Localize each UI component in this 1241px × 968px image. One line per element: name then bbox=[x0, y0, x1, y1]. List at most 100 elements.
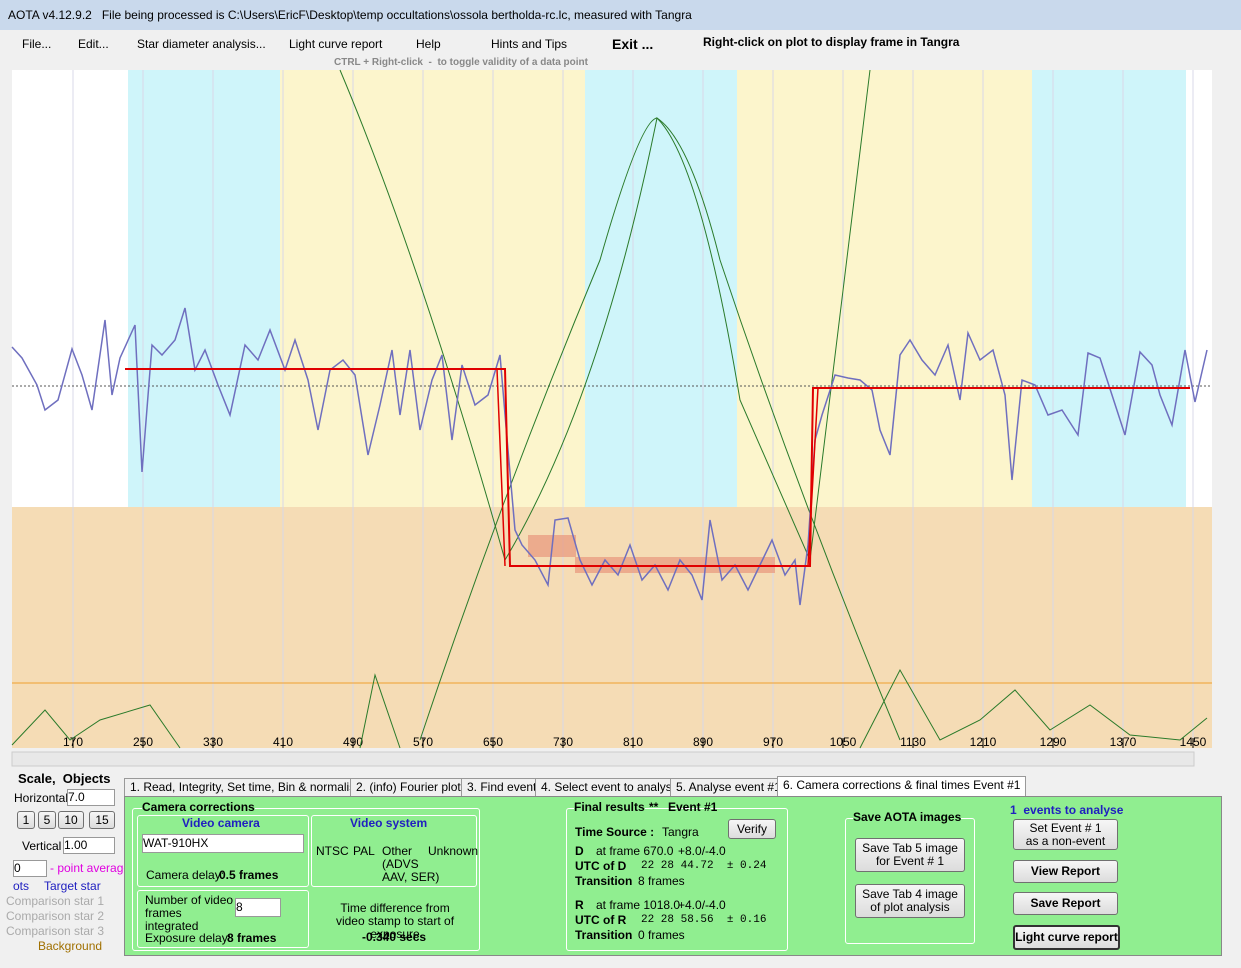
group-title: Save AOTA images bbox=[853, 810, 962, 824]
x-tick-label: 650 bbox=[483, 735, 503, 749]
green-curve bbox=[339, 69, 871, 562]
band bbox=[280, 70, 585, 507]
object[interactable]: Comparison star 1 bbox=[6, 894, 105, 908]
group bbox=[311, 815, 477, 887]
radio[interactable]: Other bbox=[382, 844, 413, 858]
radio[interactable]: Unknown bbox=[428, 844, 479, 858]
x-tick-label: 1450 bbox=[1180, 735, 1207, 749]
horizontal-input[interactable]: 7.0 bbox=[67, 789, 115, 806]
value: +4.0/-4.0 bbox=[678, 898, 726, 912]
x-tick-label: 1370 bbox=[1110, 735, 1137, 749]
plot[interactable]: 170 250 330 410 490 570 650 730 810 890 970 1050 113… bbox=[0, 0, 1241, 770]
label: - point average bbox=[50, 861, 131, 875]
scale-button[interactable]: 15 bbox=[89, 811, 115, 829]
value: at frame 670.0 bbox=[596, 844, 674, 858]
group bbox=[137, 815, 309, 887]
value: 22 28 58.56 ± 0.16 bbox=[641, 914, 767, 926]
value: 0.5 frames bbox=[219, 868, 279, 882]
label: Transition bbox=[575, 874, 633, 888]
tab[interactable]: 6. Camera corrections & final times Even… bbox=[777, 776, 1027, 798]
group bbox=[845, 818, 975, 944]
object[interactable]: Background bbox=[38, 939, 103, 953]
subhint: CTRL + Right-click - to toggle validity … bbox=[334, 57, 588, 68]
x-tick-label: 410 bbox=[273, 735, 293, 749]
tab[interactable]: 5. Analyse event #1 bbox=[670, 778, 787, 797]
radio[interactable]: PAL bbox=[353, 844, 375, 858]
tab[interactable]: 2. (info) Fourier plot bbox=[350, 778, 467, 797]
label: Transition bbox=[575, 928, 633, 942]
x-tick-label: 1130 bbox=[900, 735, 926, 749]
value: 0 frames bbox=[638, 928, 685, 942]
x-tick-label: 890 bbox=[693, 735, 713, 749]
value: 8 frames bbox=[638, 874, 685, 888]
group bbox=[132, 808, 480, 951]
group bbox=[566, 808, 788, 951]
radio[interactable]: NTSC bbox=[316, 844, 349, 858]
model-fit bbox=[496, 368, 819, 567]
label: ots bbox=[13, 879, 30, 893]
vertical-input[interactable]: 1.00 bbox=[63, 837, 115, 854]
object[interactable]: Comparison star 2 bbox=[6, 909, 105, 923]
band bbox=[12, 507, 1212, 748]
x-tick-label: 730 bbox=[553, 735, 573, 749]
scale-heading: Scale, Objects bbox=[18, 771, 111, 786]
x-tick-label: 970 bbox=[763, 735, 783, 749]
label: Camera delay: bbox=[146, 868, 225, 882]
label: Event #1 bbox=[668, 800, 718, 814]
camera-select[interactable]: WAT-910HX bbox=[142, 834, 304, 853]
scale-button[interactable]: 10 bbox=[58, 811, 84, 829]
button[interactable]: Light curve report bbox=[1013, 925, 1120, 950]
label: Video camera bbox=[182, 816, 260, 830]
light-curve bbox=[11, 307, 1208, 606]
menu-item[interactable]: Edit... bbox=[78, 37, 109, 51]
menu-item[interactable]: Exit ... bbox=[612, 36, 654, 52]
menu-item[interactable]: Hints and Tips bbox=[491, 37, 568, 51]
x-tick-label: 1210 bbox=[970, 735, 997, 749]
object[interactable]: Target star bbox=[44, 879, 101, 893]
label: Time difference from video stamp to star… bbox=[335, 901, 455, 941]
x-tick-label: 330 bbox=[203, 735, 223, 749]
scale-button[interactable]: 5 bbox=[38, 811, 56, 829]
value: -0.340 secs bbox=[362, 930, 427, 944]
hint: Right-click on plot to display frame in … bbox=[703, 35, 960, 49]
scrollbar[interactable] bbox=[11, 751, 1195, 767]
x-tick-label: 1050 bbox=[830, 735, 857, 749]
average-select[interactable]: 0 bbox=[13, 860, 47, 877]
frames-select[interactable]: 8 bbox=[235, 898, 281, 917]
tab[interactable]: 4. Select event to analyse bbox=[535, 778, 685, 797]
label: R bbox=[575, 898, 584, 912]
label: Number of video frames integrated bbox=[145, 893, 234, 933]
label: Time Source : bbox=[575, 825, 655, 839]
label: D bbox=[575, 844, 584, 858]
menu-item[interactable]: Help bbox=[416, 37, 441, 51]
label: ** bbox=[649, 800, 659, 814]
menu-item[interactable]: File... bbox=[22, 37, 52, 51]
button[interactable]: Save Report bbox=[1013, 892, 1118, 915]
save-button[interactable]: Save Tab 5 image for Event # 1 bbox=[855, 838, 965, 872]
value: 22 28 44.72 ± 0.24 bbox=[641, 860, 767, 872]
window-title: AOTA v4.12.9.2 File being processed is C… bbox=[8, 8, 692, 22]
value: 8 frames bbox=[227, 931, 277, 945]
object[interactable]: Comparison star 3 bbox=[6, 924, 105, 938]
x-tick-label: 490 bbox=[343, 735, 363, 749]
save-button[interactable]: Save Tab 4 image of plot analysis bbox=[855, 884, 965, 918]
value: +8.0/-4.0 bbox=[678, 844, 726, 858]
scale-button[interactable]: 1 bbox=[17, 811, 35, 829]
group bbox=[137, 890, 309, 948]
button[interactable]: View Report bbox=[1013, 860, 1118, 883]
tab[interactable]: 3. Find events bbox=[461, 778, 549, 797]
verify-button[interactable]: Verify bbox=[728, 819, 776, 839]
note: (ADVS AAV, SER) bbox=[382, 857, 440, 884]
menu-item[interactable]: Light curve report bbox=[289, 37, 383, 51]
band bbox=[585, 70, 737, 507]
x-tick-label: 250 bbox=[133, 735, 153, 749]
band bbox=[128, 70, 280, 507]
menu-item[interactable]: Star diameter analysis... bbox=[137, 37, 266, 51]
x-tick-label: 1290 bbox=[1040, 735, 1067, 749]
label: Exposure delay: bbox=[145, 931, 232, 945]
band bbox=[1032, 70, 1186, 507]
model-fit bbox=[125, 368, 1190, 567]
button[interactable]: Set Event # 1 as a non-event bbox=[1013, 819, 1118, 850]
tab[interactable]: 1. Read, Integrity, Set time, Bin & norm… bbox=[124, 778, 368, 797]
